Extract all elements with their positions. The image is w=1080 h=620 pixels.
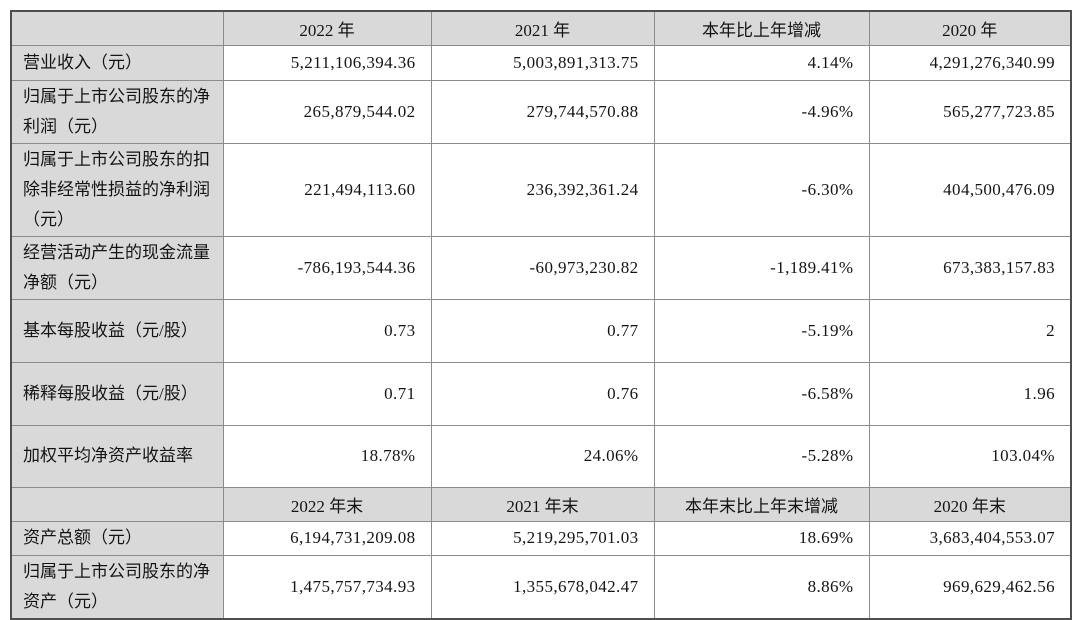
value-cell: 5,003,891,313.75 [430, 44, 655, 81]
value-cell: 4.14% [653, 44, 870, 81]
row-label: 经营活动产生的现金流量净额（元） [10, 235, 224, 300]
table-row: 经营活动产生的现金流量净额（元） -786,193,544.36 -60,973,2… [10, 235, 1072, 300]
value-cell: 5,211,106,394.36 [222, 44, 432, 81]
financial-summary: 2022 年 2021 年本年比上年增减 2020 年营业收入（元） 5,211,10… [10, 10, 1072, 620]
column-header: 本年末比上年末增减 [653, 486, 870, 522]
column-header: 2021 年末 [430, 486, 655, 522]
header-row: 2022 年 2021 年本年比上年增减 2020 年 [10, 10, 1072, 46]
column-header: 2022 年末 [222, 486, 432, 522]
value-cell: 0.77 [430, 298, 655, 363]
corner-cell [10, 486, 224, 522]
header-row: 2022 年末 2021 年末 本年末比上年末增减 2020 年末 [10, 486, 1072, 522]
row-label: 基本每股收益（元/股） [10, 298, 224, 363]
value-cell: 2 [868, 298, 1072, 363]
value-cell: -5.19% [653, 298, 870, 363]
column-header: 2020 年末 [868, 486, 1072, 522]
row-label: 加权平均净资产收益率 [10, 424, 224, 488]
value-cell: -6.30% [653, 142, 870, 237]
table-row: 营业收入（元） 5,211,106,394.36 5,003,891,313.75 4… [10, 44, 1072, 81]
row-label: 资产总额（元） [10, 520, 224, 556]
row-label: 归属于上市公司股东的净利润（元） [10, 79, 224, 144]
financial-table: 2022 年 2021 年本年比上年增减 2020 年营业收入（元） 5,211,10… [10, 10, 1072, 620]
value-cell: 673,383,157.83 [868, 235, 1072, 300]
table-row: 基本每股收益（元/股） 0.73 0.77 -5.19% 2 [10, 298, 1072, 363]
value-cell: 0.71 [222, 361, 432, 426]
value-cell: -5.28% [653, 424, 870, 488]
value-cell: 103.04% [868, 424, 1072, 488]
table-body: 2022 年 2021 年本年比上年增减 2020 年营业收入（元） 5,211,10… [10, 10, 1072, 619]
value-cell: -4.96% [653, 79, 870, 144]
table-row: 稀释每股收益（元/股） 0.71 0.76 -6.58% 1.96 [10, 361, 1072, 426]
value-cell: -1,189.41% [653, 235, 870, 300]
corner-cell [10, 10, 224, 46]
row-label: 营业收入（元） [10, 44, 224, 81]
table-row: 归属于上市公司股东的扣除非经常性损益的净利润（元） 221,494,113.60 2… [10, 142, 1072, 237]
value-cell: 969,629,462.56 [868, 554, 1072, 619]
value-cell: 1,355,678,042.47 [430, 554, 655, 619]
value-cell: 221,494,113.60 [222, 142, 432, 237]
column-header: 2022 年 [222, 10, 432, 46]
value-cell: -6.58% [653, 361, 870, 426]
value-cell: -60,973,230.82 [430, 235, 655, 300]
value-cell: 18.69% [653, 520, 870, 556]
value-cell: 236,392,361.24 [430, 142, 655, 237]
table-row: 归属于上市公司股东的净资产（元） 1,475,757,734.93 1,355,67… [10, 554, 1072, 619]
value-cell: 8.86% [653, 554, 870, 619]
value-cell: 18.78% [222, 424, 432, 488]
column-header: 本年比上年增减 [653, 10, 870, 46]
value-cell: 1.96 [868, 361, 1072, 426]
value-cell: 565,277,723.85 [868, 79, 1072, 144]
value-cell: 279,744,570.88 [430, 79, 655, 144]
table-row: 加权平均净资产收益率 18.78% 24.06% -5.28% 103.04% [10, 424, 1072, 488]
table-row: 资产总额（元） 6,194,731,209.08 5,219,295,701.03 1… [10, 520, 1072, 556]
value-cell: 4,291,276,340.99 [868, 44, 1072, 81]
value-cell: 5,219,295,701.03 [430, 520, 655, 556]
value-cell: 6,194,731,209.08 [222, 520, 432, 556]
value-cell: -786,193,544.36 [222, 235, 432, 300]
value-cell: 1,475,757,734.93 [222, 554, 432, 619]
row-label: 归属于上市公司股东的净资产（元） [10, 554, 224, 619]
table-row: 归属于上市公司股东的净利润（元） 265,879,544.02 279,744,57… [10, 79, 1072, 144]
value-cell: 404,500,476.09 [868, 142, 1072, 237]
value-cell: 265,879,544.02 [222, 79, 432, 144]
value-cell: 0.73 [222, 298, 432, 363]
column-header: 2021 年 [430, 10, 655, 46]
row-label: 稀释每股收益（元/股） [10, 361, 224, 426]
column-header: 2020 年 [868, 10, 1072, 46]
value-cell: 3,683,404,553.07 [868, 520, 1072, 556]
value-cell: 24.06% [430, 424, 655, 488]
row-label: 归属于上市公司股东的扣除非经常性损益的净利润（元） [10, 142, 224, 237]
value-cell: 0.76 [430, 361, 655, 426]
